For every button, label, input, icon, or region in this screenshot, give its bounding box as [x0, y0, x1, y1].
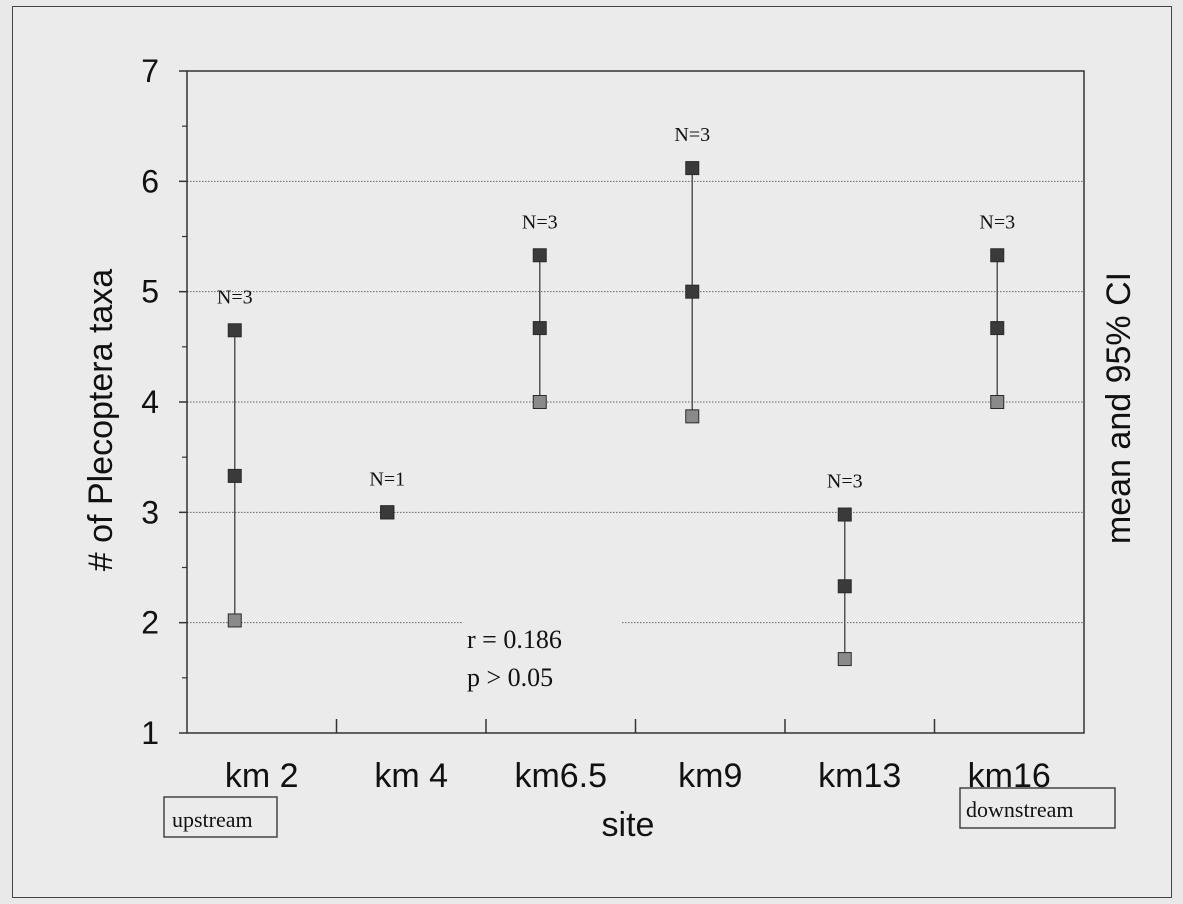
upstream-box [163, 796, 278, 838]
y-axis-title: # of Plecoptera taxa [82, 269, 120, 572]
ci-upper-point [990, 248, 1005, 263]
ci-lower-point [990, 395, 1005, 409]
x-tick-label: km 2 [225, 757, 299, 795]
ci-group: N=3 [674, 124, 710, 424]
ci-lower-point [227, 613, 242, 628]
n-label: N=3 [522, 211, 558, 233]
ci-lower-point [685, 409, 700, 424]
y-tick-label: 3 [141, 494, 159, 530]
ci-group: N=3 [217, 286, 253, 628]
n-label: N=3 [979, 211, 1015, 233]
n-label: N=3 [674, 124, 710, 146]
x-tick-label: km 4 [374, 757, 448, 795]
x-axis: km 2 km 4 km6.5 km9 km13 km16 [225, 719, 1051, 795]
y-tick-label: 1 [141, 715, 159, 751]
ci-lower-point [532, 395, 547, 409]
mean-point [227, 468, 242, 483]
annotation-r: r = 0.186 [467, 625, 562, 654]
upstream-label: upstream [172, 807, 253, 832]
ci-upper-point [685, 161, 700, 176]
mean-point [990, 321, 1005, 336]
mean-point [685, 284, 700, 299]
y-axis-title-right: mean and 95% CI [1100, 272, 1138, 544]
x-tick-label: km9 [678, 757, 742, 795]
downstream-box [959, 787, 1116, 829]
downstream-label: downstream [966, 797, 1074, 822]
x-tick-label: km6.5 [514, 757, 607, 795]
mean-point [532, 321, 547, 336]
ci-group: N=3 [827, 471, 863, 667]
ci-lower-point [837, 652, 852, 667]
annotation-p: p > 0.05 [467, 663, 553, 692]
mean-point [837, 579, 852, 594]
ci-group: N=1 [369, 468, 405, 520]
gridlines [187, 180, 1084, 624]
y-tick-label: 7 [141, 53, 159, 89]
ci-group: N=3 [979, 211, 1015, 409]
ci-group: N=3 [522, 211, 558, 409]
ci-upper-point [837, 507, 852, 522]
y-tick-label: 5 [141, 274, 159, 310]
x-tick-label: km16 [968, 757, 1051, 795]
x-axis-title: site [602, 806, 655, 844]
series-mean-ci: N=3 N=1 N=3 N=3 N=3 N=3 [217, 124, 1015, 667]
mean-point [380, 505, 395, 520]
y-tick-label: 6 [141, 163, 159, 199]
n-label: N=1 [369, 468, 405, 490]
ci-upper-point [227, 323, 242, 338]
y-axis: 1 2 3 4 5 6 7 [141, 53, 187, 751]
stats-label-bg [462, 618, 622, 698]
n-label: N=3 [217, 286, 253, 308]
figure-frame [12, 6, 1172, 898]
ci-upper-point [532, 248, 547, 263]
x-tick-label: km13 [818, 757, 901, 795]
y-tick-label: 4 [141, 384, 159, 420]
n-label: N=3 [827, 471, 863, 493]
y-tick-label: 2 [141, 605, 159, 641]
